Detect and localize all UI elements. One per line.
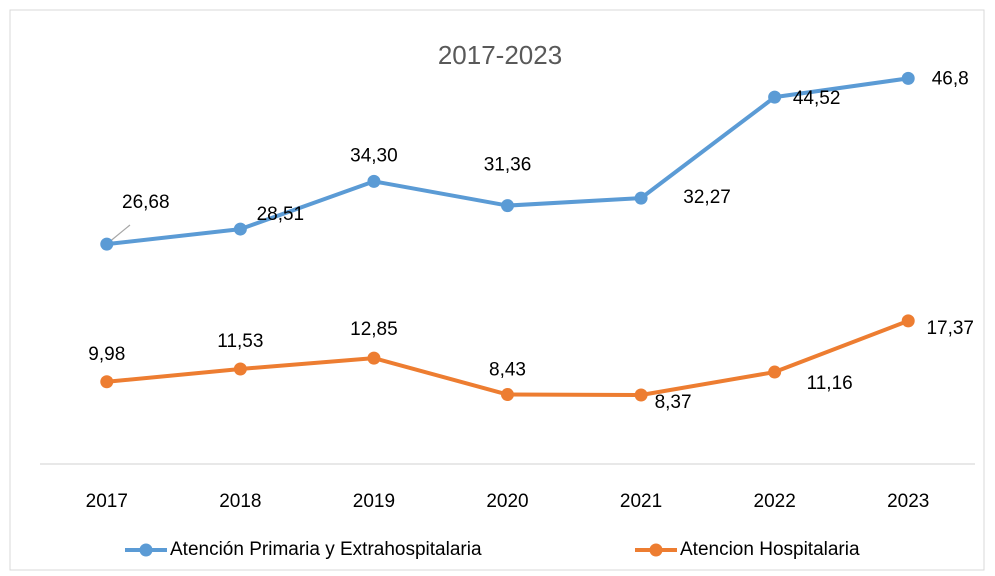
point xyxy=(768,365,782,379)
chart-title: 2017-2023 xyxy=(438,40,562,70)
data-label: 9,98 xyxy=(88,344,125,365)
point xyxy=(768,90,782,104)
data-label: 11,53 xyxy=(217,331,263,352)
data-label: 26,68 xyxy=(122,192,170,213)
point xyxy=(634,388,648,402)
data-label: 28,51 xyxy=(257,204,305,225)
x-tick-label: 2021 xyxy=(620,491,662,512)
legend-marker xyxy=(139,543,153,557)
data-label: 46,8 xyxy=(932,68,969,89)
data-label: 8,43 xyxy=(489,360,526,381)
point xyxy=(233,362,247,376)
point xyxy=(501,199,514,213)
point xyxy=(100,237,114,251)
point xyxy=(901,314,915,328)
point xyxy=(233,222,247,236)
data-label: 34,30 xyxy=(350,145,398,166)
data-label: 44,52 xyxy=(793,88,841,109)
data-label: 11,16 xyxy=(807,373,853,394)
data-label: 8,37 xyxy=(655,392,692,413)
legend-label: Atención Primaria y Extrahospitalaria xyxy=(170,539,482,560)
point xyxy=(901,71,915,85)
x-tick-label: 2017 xyxy=(86,491,128,512)
x-tick-label: 2018 xyxy=(219,491,261,512)
x-tick-label: 2023 xyxy=(887,491,929,512)
x-tick-label: 2022 xyxy=(754,491,796,512)
data-label: 17,37 xyxy=(926,318,974,339)
x-tick-label: 2020 xyxy=(486,491,528,512)
point xyxy=(367,351,381,365)
x-tick-label: 2019 xyxy=(353,491,395,512)
data-label: 31,36 xyxy=(484,155,532,176)
data-label: 12,85 xyxy=(350,319,398,340)
point xyxy=(634,191,648,205)
point xyxy=(501,388,514,402)
data-label: 32,27 xyxy=(683,187,731,208)
point xyxy=(100,375,114,389)
point xyxy=(367,174,381,188)
legend-label: Atencion Hospitalaria xyxy=(680,539,860,560)
chart-border xyxy=(9,9,985,571)
legend-marker xyxy=(649,543,663,557)
